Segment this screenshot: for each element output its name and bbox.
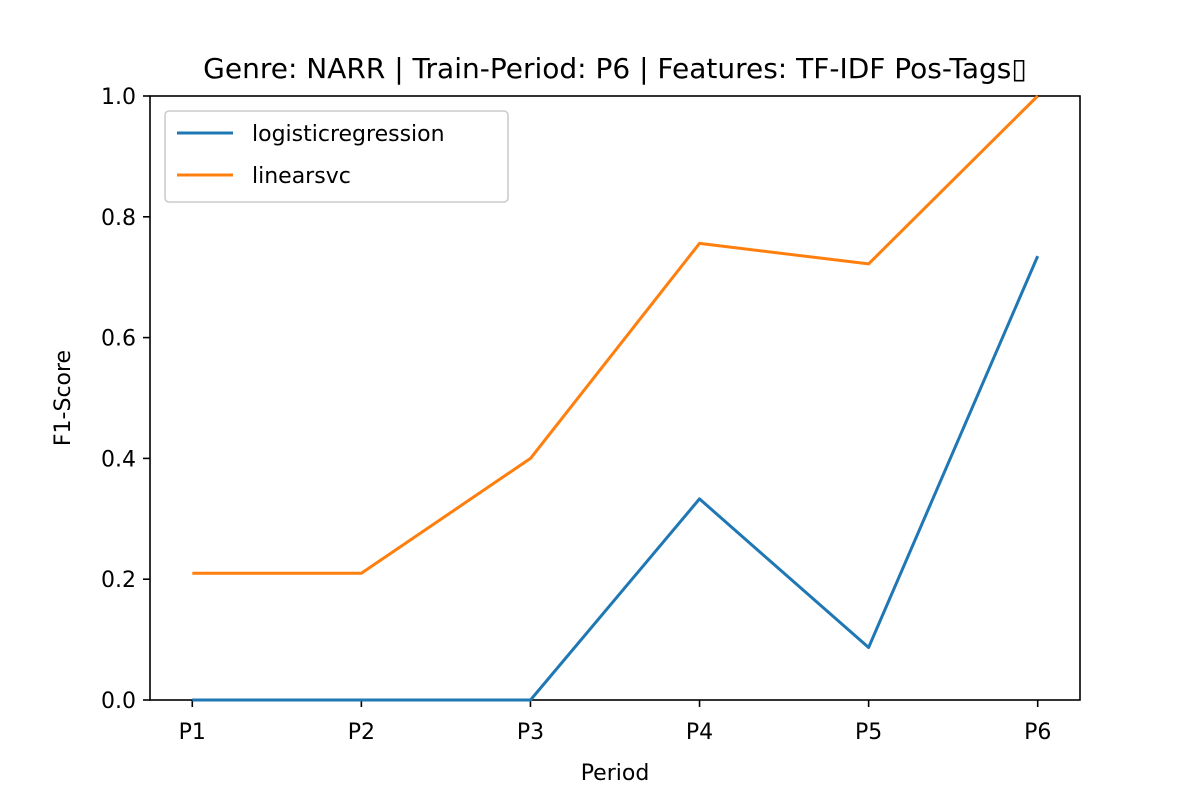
- x-tick-label: P4: [686, 720, 713, 745]
- chart-title: Genre: NARR | Train-Period: P6 | Feature…: [203, 52, 1027, 85]
- y-axis-label: F1-Score: [51, 350, 76, 446]
- legend: logisticregression linearsvc: [164, 110, 509, 203]
- y-tick-label: 0.6: [101, 327, 136, 352]
- series-line-logisticregression: [192, 255, 1040, 702]
- y-tick-label: 0.4: [101, 447, 136, 472]
- x-tick-label: P2: [348, 720, 375, 745]
- x-tick-label: P6: [1024, 720, 1051, 745]
- y-tick-label: 1.0: [101, 85, 136, 110]
- legend-entry-linearsvc: linearsvc: [252, 164, 351, 189]
- x-tick-label: P5: [855, 720, 882, 745]
- series-lines: [192, 94, 1040, 702]
- legend-box: [164, 110, 509, 203]
- legend-entry-logisticregression: logisticregression: [252, 122, 445, 147]
- x-tick-label: P1: [179, 720, 206, 745]
- x-axis: P1 P2 P3 P4 P5 P6: [179, 700, 1051, 745]
- x-tick-label: P3: [517, 720, 544, 745]
- plot-frame: [149, 95, 1081, 701]
- y-tick-label: 0.2: [101, 568, 136, 593]
- y-tick-label: 0.8: [101, 206, 136, 231]
- y-axis: 0.0 0.2 0.4 0.6 0.8 1.0: [101, 85, 150, 714]
- x-axis-label: Period: [581, 761, 650, 786]
- plot-area: [149, 95, 1081, 701]
- y-tick-label: 0.0: [101, 689, 136, 714]
- series-line-linearsvc: [192, 94, 1039, 575]
